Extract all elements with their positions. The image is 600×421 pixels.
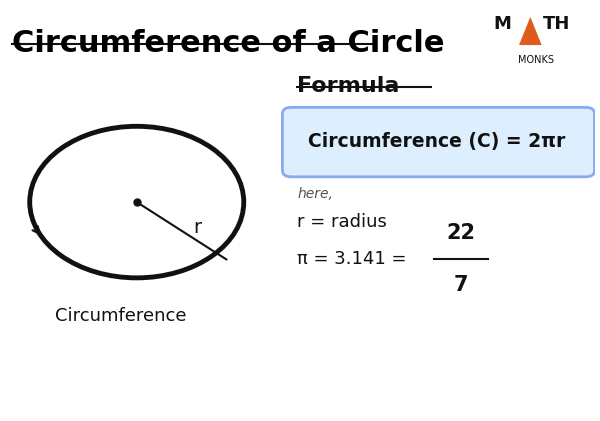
Text: r: r [194, 218, 202, 237]
Text: π = 3.141 =: π = 3.141 = [297, 250, 413, 268]
FancyBboxPatch shape [283, 107, 595, 177]
Text: 22: 22 [446, 223, 475, 243]
Text: here,: here, [297, 187, 333, 201]
Text: Formula: Formula [297, 76, 400, 96]
Text: M: M [493, 15, 511, 33]
Text: TH: TH [543, 15, 570, 33]
Text: Circumference of a Circle: Circumference of a Circle [12, 29, 445, 59]
Text: Circumference (C) = 2πr: Circumference (C) = 2πr [308, 132, 566, 152]
Text: MONKS: MONKS [518, 55, 554, 65]
Text: 7: 7 [454, 275, 468, 295]
Text: r = radius: r = radius [297, 213, 387, 231]
Text: Circumference: Circumference [55, 307, 187, 325]
Polygon shape [519, 17, 542, 45]
